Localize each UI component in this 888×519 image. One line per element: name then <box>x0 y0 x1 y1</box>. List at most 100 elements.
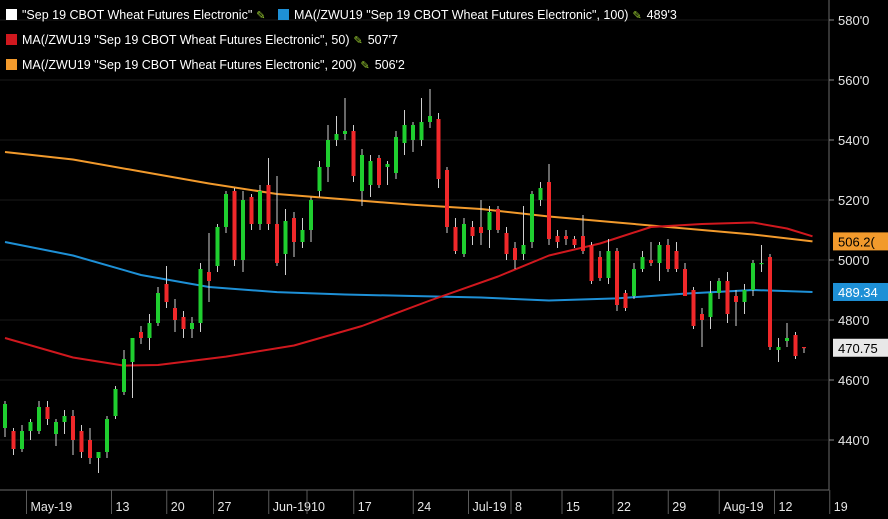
x-tick-label: Aug-19 <box>723 500 763 514</box>
ma100-line <box>4 241 813 302</box>
candle <box>402 110 407 155</box>
ma50-line <box>4 221 813 367</box>
candle <box>734 290 738 326</box>
candle-body <box>300 230 305 242</box>
candle-body <box>343 131 347 134</box>
legend-ma100-label: MA(/ZWU19 "Sep 19 CBOT Wheat Futures Ele… <box>293 8 629 22</box>
candle-body <box>309 200 313 230</box>
candle <box>751 260 755 296</box>
candle-body <box>623 293 628 308</box>
candle <box>28 419 33 440</box>
candle-body <box>326 140 330 167</box>
candle <box>513 242 517 269</box>
candle-body <box>249 197 254 224</box>
candle <box>615 248 619 311</box>
candle <box>181 311 186 338</box>
edit-study-icon[interactable]: ✎ <box>256 10 266 22</box>
x-tick-label: 24 <box>417 500 431 514</box>
ma100-color-swatch <box>277 9 289 20</box>
candle-body <box>275 224 279 263</box>
candle-body <box>776 347 781 350</box>
candle <box>521 206 526 260</box>
candle-body <box>606 251 611 278</box>
candle <box>224 191 228 233</box>
candle <box>351 125 356 182</box>
ma100-tag-background <box>833 282 888 301</box>
candle-body <box>368 161 373 185</box>
candle-body <box>181 317 186 329</box>
y-tick-label: 580'0 <box>838 13 869 28</box>
candle <box>725 272 730 323</box>
candle <box>487 206 492 248</box>
candle-body <box>657 245 662 263</box>
candle-body <box>564 236 568 239</box>
y-tick-label: 440'0 <box>838 433 869 448</box>
edit-study-icon[interactable]: ✎ <box>353 35 363 47</box>
candle-body <box>674 251 679 269</box>
legend-ma200[interactable]: MA(/ZWU19 "Sep 19 CBOT Wheat Futures Ele… <box>6 58 405 72</box>
candle-body <box>538 188 543 200</box>
candle <box>666 239 670 272</box>
candle <box>683 263 687 296</box>
ma100-tag-text: 489.34 <box>838 285 878 300</box>
candle-body <box>79 431 84 452</box>
candle <box>700 308 704 347</box>
candle <box>504 227 509 260</box>
candle <box>717 278 721 299</box>
candle-body <box>317 167 322 191</box>
moving-average-lines <box>4 151 813 367</box>
candle <box>768 254 772 350</box>
x-tick-label: 12 <box>779 500 793 514</box>
candle <box>88 428 92 464</box>
candle <box>3 401 7 437</box>
candle <box>215 224 220 272</box>
candle-body <box>385 164 390 167</box>
candle <box>785 323 789 347</box>
candle <box>275 176 279 266</box>
candle-body <box>632 269 636 296</box>
y-tick-label: 560'0 <box>838 73 869 88</box>
candle-body <box>581 236 585 251</box>
candle <box>96 452 101 473</box>
candle-body <box>164 284 169 302</box>
candle <box>759 245 764 272</box>
candle <box>606 239 611 284</box>
edit-study-icon[interactable]: ✎ <box>360 60 370 72</box>
candle <box>496 206 500 233</box>
x-axis: May-19 13 20 27 Jun-19 10 17 24 Jul-19 8 15 22 29 Aug… <box>0 489 848 514</box>
candle-body <box>71 416 75 440</box>
edit-study-icon[interactable]: ✎ <box>632 10 642 22</box>
candle <box>555 230 560 248</box>
candle <box>649 242 653 266</box>
candle-body <box>428 116 432 122</box>
legend-ma50[interactable]: MA(/ZWU19 "Sep 19 CBOT Wheat Futures Ele… <box>6 33 398 47</box>
candle <box>640 251 645 272</box>
candle-body <box>572 239 577 245</box>
candle <box>343 98 347 140</box>
candle <box>547 164 551 245</box>
candle-body <box>45 407 50 419</box>
candle-body <box>751 263 755 290</box>
candle-body <box>224 194 228 227</box>
candle <box>632 263 636 299</box>
candle-body <box>207 272 211 281</box>
candle-body <box>402 125 407 143</box>
candle-body <box>147 323 152 338</box>
candle-body <box>139 332 143 338</box>
legend-main-symbol[interactable]: "Sep 19 CBOT Wheat Futures Electronic" ✎ … <box>6 8 677 22</box>
candle <box>130 338 135 398</box>
candle-body <box>105 419 109 452</box>
candle <box>258 185 262 230</box>
candle <box>530 191 534 248</box>
candle-body <box>793 335 798 356</box>
candle-body <box>513 248 517 260</box>
candle-body <box>487 212 492 230</box>
candle <box>623 290 628 311</box>
last-tag-text: 470.75 <box>838 341 878 356</box>
candle <box>453 218 458 254</box>
candle <box>317 161 322 197</box>
candle <box>334 116 339 146</box>
candle <box>207 233 211 302</box>
candle <box>232 188 237 266</box>
